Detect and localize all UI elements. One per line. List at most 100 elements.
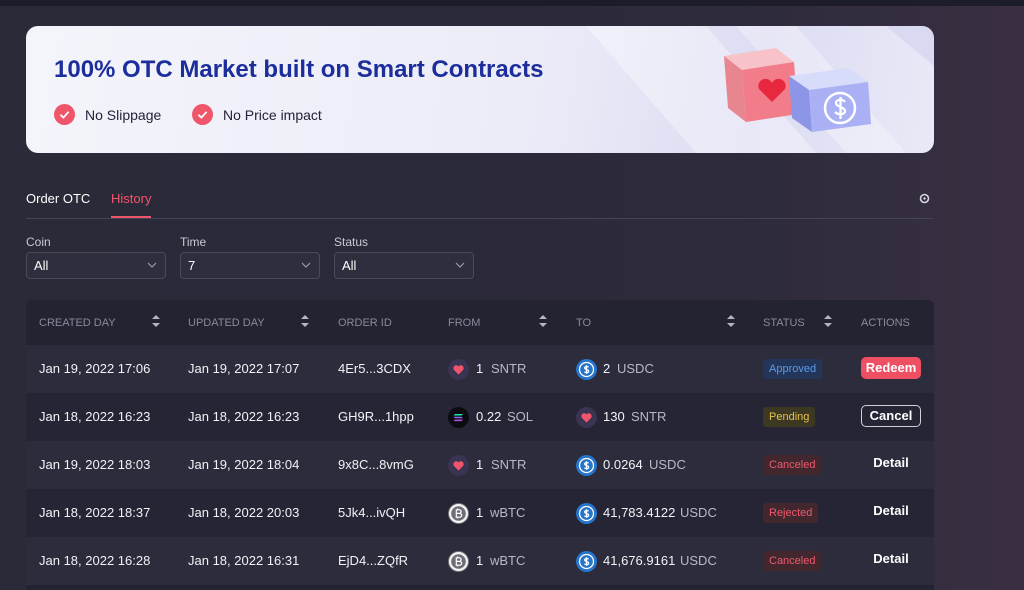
select-value: All	[34, 258, 49, 273]
detail-button[interactable]: Detail	[873, 503, 909, 518]
chevron	[301, 262, 311, 268]
banner-art	[586, 26, 934, 153]
tab-underline	[111, 216, 151, 218]
header-cell: CREATED DAY	[39, 317, 116, 329]
detail-button[interactable]: Detail	[873, 551, 909, 566]
order-row: Jan 18, 2022 16:28 Jan 18, 2022 16:31 Ej…	[26, 537, 934, 585]
to-amount: 130	[603, 409, 625, 424]
select-value: 7	[188, 258, 196, 273]
sort-icon[interactable]	[539, 315, 547, 327]
order-id: EjD4...ZQfR	[338, 553, 409, 568]
updated-day: Jan 19, 2022 18:04	[188, 457, 300, 472]
coin-icon	[448, 503, 469, 524]
order-id: 5Jk4...ivQH	[338, 505, 406, 520]
sort-icon[interactable]	[824, 315, 832, 327]
filter-label: Coin	[26, 235, 51, 249]
created-day: Jan 19, 2022 17:06	[39, 361, 151, 376]
orders-table: CREATED DAY UPDATED DAY ORDER ID FROM TO…	[26, 300, 934, 590]
from-coin: SOL	[507, 409, 534, 424]
from-amount: 1	[476, 457, 484, 472]
order-id: GH9R...1hpp	[338, 409, 414, 424]
created-day: Jan 19, 2022 18:03	[39, 457, 151, 472]
select-value: All	[342, 258, 357, 273]
order-id: 9x8C...8vmG	[338, 457, 414, 472]
chevron	[455, 262, 465, 268]
to-coin: SNTR	[631, 409, 667, 424]
order-row: Jan 18, 2022 18:37 Jan 18, 2022 20:03 5J…	[26, 489, 934, 537]
to-amount: 41,783.4122	[603, 505, 676, 520]
updated-day: Jan 18, 2022 20:03	[188, 505, 300, 520]
table-header: CREATED DAY UPDATED DAY ORDER ID FROM TO…	[26, 300, 934, 345]
sort-icon[interactable]	[152, 315, 160, 327]
filter-label: Time	[180, 235, 207, 249]
header-cell: ACTIONS	[861, 317, 910, 329]
to-coin: USDC	[617, 361, 654, 376]
banner-title: 100% OTC Market built on Smart Contracts	[54, 56, 544, 83]
status-badge: Canceled	[763, 551, 822, 571]
detail-button[interactable]: Detail	[873, 455, 909, 470]
feature-text: No Price impact	[223, 106, 322, 123]
order-id: 4Er5...3CDX	[338, 361, 411, 376]
coin-icon	[576, 503, 597, 524]
coin-select[interactable]: All	[26, 252, 166, 279]
from-amount: 0.22	[476, 409, 502, 424]
tab-history[interactable]: History	[111, 191, 152, 206]
check-icon	[192, 104, 213, 125]
coin-icon	[448, 551, 469, 572]
order-row: Jan 19, 2022 17:06 Jan 19, 2022 17:07 4E…	[26, 345, 934, 393]
created-day: Jan 18, 2022 16:23	[39, 409, 151, 424]
from-coin: SNTR	[491, 361, 527, 376]
time-select[interactable]: 7	[180, 252, 320, 279]
status-badge: Rejected	[763, 503, 819, 523]
redeem-button[interactable]: Redeem	[861, 357, 921, 379]
status-badge: Pending	[763, 407, 816, 427]
created-day: Jan 18, 2022 18:37	[39, 505, 151, 520]
header-cell: FROM	[448, 317, 481, 329]
feature: No Price impact	[192, 104, 322, 125]
to-coin: USDC	[680, 553, 717, 568]
tab-divider	[26, 218, 934, 219]
coin-icon	[576, 551, 597, 572]
filter-label: Status	[334, 235, 369, 249]
updated-day: Jan 18, 2022 16:31	[188, 553, 300, 568]
sort-icon[interactable]	[301, 315, 309, 327]
status-badge: Approved	[763, 359, 823, 379]
to-coin: USDC	[649, 457, 686, 472]
cancel-button[interactable]: Cancel	[861, 405, 921, 427]
status-badge: Canceled	[763, 455, 822, 475]
coin-icon	[448, 359, 469, 380]
sort-icon[interactable]	[727, 315, 735, 327]
feature: No Slippage	[54, 104, 161, 125]
coin-icon	[576, 359, 597, 380]
header-cell: STATUS	[763, 317, 805, 329]
settings-icon[interactable]	[919, 193, 930, 204]
from-coin: wBTC	[490, 505, 526, 520]
top-bar	[0, 0, 1024, 6]
to-amount: 2	[603, 361, 611, 376]
header-cell: TO	[576, 317, 592, 329]
coin-icon	[448, 407, 469, 428]
updated-day: Jan 19, 2022 17:07	[188, 361, 300, 376]
updated-day: Jan 18, 2022 16:23	[188, 409, 300, 424]
feature-text: No Slippage	[85, 106, 162, 123]
tab-order-otc[interactable]: Order OTC	[26, 191, 91, 206]
header-cell: UPDATED DAY	[188, 317, 265, 329]
status-select[interactable]: All	[334, 252, 474, 279]
chevron	[147, 262, 157, 268]
to-coin: USDC	[680, 505, 717, 520]
order-row: Jan 19, 2022 18:03 Jan 19, 2022 18:04 9x…	[26, 441, 934, 489]
order-row: Jan 18, 2022 16:23 Jan 18, 2022 16:23 GH…	[26, 393, 934, 441]
header-cell: ORDER ID	[338, 317, 392, 329]
promo-banner: 100% OTC Market built on Smart Contracts…	[26, 26, 934, 153]
created-day: Jan 18, 2022 16:28	[39, 553, 151, 568]
to-amount: 0.0264	[603, 457, 643, 472]
to-amount: 41,676.9161	[603, 553, 676, 568]
coin-icon	[576, 407, 597, 428]
from-amount: 1	[476, 553, 484, 568]
from-amount: 1	[476, 361, 484, 376]
check-icon	[54, 104, 75, 125]
from-coin: wBTC	[490, 553, 526, 568]
from-amount: 1	[476, 505, 484, 520]
